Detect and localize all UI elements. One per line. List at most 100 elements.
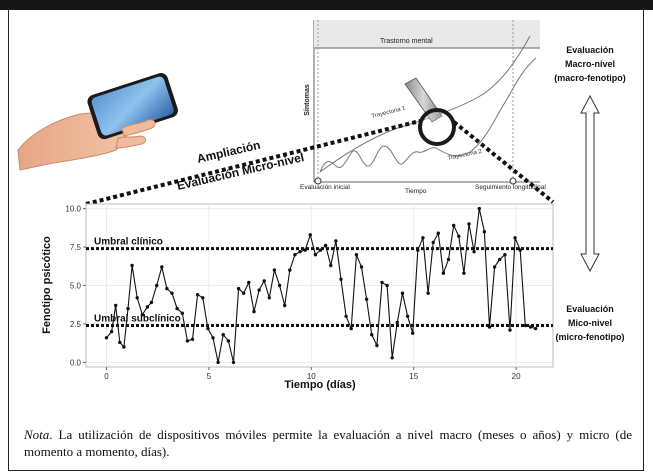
data-point [329,263,333,268]
data-point [122,345,126,349]
data-point [518,248,522,252]
data-point [364,297,369,301]
micro-label-line1: Evaluación [566,304,614,314]
data-point [498,257,502,262]
y-ticks: 0.0 2.5 5.0 7.5 10.0 [65,205,86,367]
data-point [170,291,174,295]
start-point-marker [314,177,322,185]
data-point [487,325,492,329]
data-point [231,360,236,365]
data-point [503,253,507,257]
data-point [421,236,425,240]
micro-level-label: Evaluación Mico-nivel (micro-fenotipo) [556,304,625,342]
trajectory-2-label: Trayectoria 2 [447,149,483,162]
data-point [313,253,318,257]
data-point [201,296,205,300]
inset-y-axis-label: Síntomas [304,84,311,116]
data-point [477,206,481,211]
caption-text: . La utilización de dispositivos móviles… [24,427,632,459]
data-point [180,311,184,315]
end-point-marker [509,177,517,185]
data-point [211,336,215,340]
figure-frame [8,10,644,471]
data-point [370,333,374,337]
data-point [323,243,328,248]
data-point [482,230,487,234]
trajectory-2-curve [319,57,537,173]
disorder-band [314,20,540,48]
data-point [155,283,159,288]
macro-label-line1: Evaluación [566,45,614,55]
data-point [221,333,225,337]
data-point [349,326,353,331]
x-tick-label: 0 [104,372,109,381]
data-point [446,257,451,262]
data-point [126,306,130,311]
data-point [436,231,440,235]
data-point [262,279,266,283]
data-point [528,325,533,329]
macro-label-line3: (macro-fenotipo) [554,73,626,83]
data-point [160,265,164,269]
data-point [472,250,476,254]
macro-label-line2: Macro-nivel [565,59,615,69]
data-point [252,309,256,314]
data-point [104,336,109,340]
inset-x-axis-label: Tiempo [405,188,427,195]
data-point [492,265,497,269]
data-point [308,233,312,237]
zoom-label-line2: Evaluación Micro-nivel [176,150,306,193]
y-tick-label: 7.5 [70,243,82,252]
data-point [130,263,134,268]
data-point [149,300,154,305]
data-point [216,360,220,365]
data-point [267,296,271,300]
data-point [185,339,190,343]
data-point [109,329,114,334]
magnifier-icon [404,77,456,146]
data-point [277,283,282,288]
double-arrow-icon [580,94,600,273]
data-point [165,286,169,291]
disorder-band-label: Trastorno mental [380,38,433,45]
data-point [175,306,179,311]
micro-level-line-chart: 0.0 2.5 5.0 7.5 10.0 0 5 10 15 20 Umbral clínico… [41,203,554,391]
data-point [283,303,287,308]
micro-label-line2: Mico-nivel [568,318,612,328]
y-tick-label: 0.0 [70,358,82,367]
data-point [298,250,302,254]
data-point [339,277,343,281]
data-point [318,248,323,252]
data-point [236,286,241,291]
data-point [431,240,435,245]
data-point [411,331,415,335]
trajectory-1-label: Trayectoria 1 [371,106,407,120]
data-point [385,283,389,288]
inset-end-label: Seguimiento longitudinal [475,184,546,191]
y-axis-label: Fenotipo psicótico [41,236,53,334]
inset-start-label: Evaluación inicial [300,184,350,191]
x-tick-label: 15 [409,372,418,381]
data-point [288,268,292,272]
data-point [118,340,122,345]
data-point [190,337,195,341]
data-point [293,253,297,257]
macro-level-label: Evaluación Macro-nivel (macro-fenotipo) [554,45,626,83]
x-tick-label: 10 [307,372,316,381]
data-points [104,206,538,365]
x-tick-label: 20 [512,372,521,381]
data-point [344,314,348,318]
data-point [508,328,512,332]
top-bar [0,0,653,10]
threshold-lines: Umbral clínico Umbral subclínico [86,237,553,327]
data-point [441,271,446,275]
figure-caption: Nota. La utilización de dispositivos móv… [24,426,632,460]
data-point [242,291,246,295]
data-point [226,339,231,343]
zoom-connectors [85,119,555,206]
data-point [416,248,420,252]
data-point [452,223,456,228]
data-point [272,268,277,272]
